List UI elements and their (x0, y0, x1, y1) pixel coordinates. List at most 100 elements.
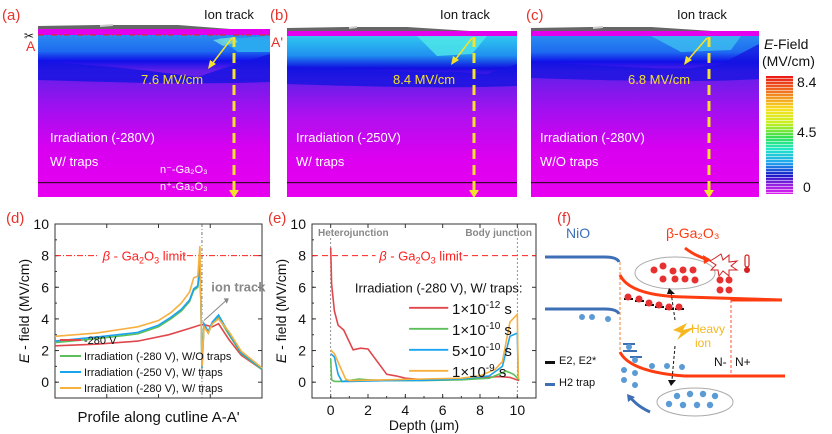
legend-title: Irradiation (-280 V), W/ traps: (355, 280, 523, 295)
electrons (650, 262, 733, 294)
e2-traps (624, 293, 684, 311)
h2-traps (623, 343, 685, 370)
legend-label: 1×10-10 s (452, 321, 512, 339)
series-line (330, 312, 520, 382)
y-tick-label: 2 (41, 343, 49, 359)
limit-label: β - Ga2O3 limit (378, 249, 463, 266)
x-axis-label: Depth (μm) (389, 417, 459, 433)
y-tick-label: 4 (41, 311, 49, 327)
explosion-icon (709, 253, 739, 278)
heavy-ion-label-1: Heavy (691, 322, 726, 336)
hole-arrow (671, 345, 676, 381)
heavy-ion-icon (673, 323, 695, 340)
colorbar-tick-mid: 4.5 (797, 124, 817, 140)
legend-label: Irradiation (-280 V), W/ traps (84, 383, 223, 395)
panel-c-label: (c) (526, 7, 544, 24)
n-plus-label: N+ (735, 355, 751, 369)
x-tick-label: 2 (364, 402, 372, 418)
condition-b: Irradiation (-250V) (296, 130, 401, 145)
ga2o3-valence-band (618, 351, 785, 378)
legend-h2-swatch (545, 383, 555, 386)
hole-escape-arrow (628, 396, 651, 414)
holes-cloud (665, 390, 719, 409)
panel-d-label: (d) (6, 210, 25, 227)
traps-c: W/O traps (540, 154, 599, 169)
ion-track-annotation: ion track (211, 279, 266, 294)
x-axis-label: Profile along cutline A-A' (77, 409, 239, 426)
layer-n-plus: n⁺-Ga₂O₃ (160, 181, 208, 193)
panel-e-label: (e) (268, 210, 287, 227)
legend-label: Irradiation (-280 V), W/O traps (84, 351, 232, 363)
y-tick-label: 6 (41, 279, 49, 295)
colorbar (766, 76, 793, 194)
cutline-start-label: A (26, 38, 36, 54)
x-tick-label: 6 (439, 402, 447, 418)
nio-label: NiO (566, 225, 591, 241)
peak-field-a: 7.6 MV/cm (141, 72, 204, 87)
condition-c: Irradiation (-280V) (540, 130, 645, 145)
holes-valence (621, 367, 638, 388)
traps-a: W/ traps (50, 154, 99, 169)
legend-label: 1×10-9 s (452, 363, 506, 381)
y-tick-label: 0 (298, 374, 306, 390)
junction-annotation: Body junction (465, 228, 532, 239)
ion-track-label: Ion track (677, 7, 727, 22)
holes-nio (579, 314, 611, 322)
legend-label: -280 V (84, 335, 117, 347)
cutline-end-label: A' (271, 34, 284, 50)
x-tick-label: 10 (510, 402, 526, 418)
nio-valence-band (545, 307, 621, 315)
band-diagram (545, 246, 785, 417)
annotation-arrowhead (223, 298, 229, 304)
field-map-b (287, 26, 517, 197)
chart-d: 0 2 4 6 8 10 E - field (MV/cm) β - Ga2O3 limit i… (16, 216, 266, 426)
panel-f-label: (f) (557, 210, 572, 227)
nio-conduction-band (545, 255, 621, 263)
y-tick-label: 0 (41, 374, 49, 390)
legend-label: 5×10-10 s (452, 342, 512, 360)
legend-e2-swatch (545, 361, 555, 364)
limit-label-bg (375, 247, 464, 264)
chart-e: 0 2 4 6 8 10 E - field (MV/cm) 0 2 4 6 8 10 Heterojun… (273, 216, 537, 433)
ga2o3-label: β-Ga₂O₃ (666, 225, 720, 241)
x-tick-label: 8 (476, 402, 484, 418)
panel-b-label: (b) (270, 7, 289, 24)
n-minus-label: N- (714, 355, 727, 369)
limit-label: β - Ga2O3 limit (102, 249, 187, 266)
heavy-ion-label-2: ion (695, 336, 712, 350)
ion-track-label: Ion track (204, 7, 254, 22)
legend-label: 1×10-12 s (452, 300, 512, 318)
scissors-icon: ✂ (24, 29, 35, 43)
y-axis-label: E - field (MV/cm) (273, 259, 289, 363)
field-map-c (531, 26, 759, 197)
x-tick-label: 4 (401, 402, 409, 418)
y-tick-label: 4 (298, 311, 306, 327)
colorbar-title-rest: -Field (773, 36, 809, 52)
y-tick-label: 8 (298, 248, 306, 264)
limit-label-bg (98, 247, 181, 264)
y-tick-label: 2 (298, 343, 306, 359)
annotation-arrow (203, 299, 228, 321)
peak-field-c: 6.8 MV/cm (628, 72, 691, 87)
junction-annotation: Heterojunction (318, 228, 389, 239)
y-tick-label: 10 (33, 216, 49, 232)
ga2o3-conduction-band (618, 274, 783, 302)
colorbar-title-e: E (764, 36, 774, 52)
series-line (330, 331, 520, 383)
ion-track-label: Ion track (440, 7, 490, 22)
y-tick-label: 10 (290, 216, 306, 232)
thermometer-icon (744, 254, 750, 268)
colorbar-tick-max: 8.4 (797, 74, 817, 90)
legend-h2-label: H2 trap (559, 377, 596, 389)
legend-label: Irradiation (-250 V), W/ traps (84, 367, 223, 379)
colorbar-title: E-Field (764, 36, 808, 52)
x-tick-label: 0 (327, 402, 335, 418)
peak-field-b: 8.4 MV/cm (393, 72, 456, 87)
series-line (329, 247, 520, 382)
colorbar-unit: (MV/cm) (762, 53, 815, 69)
y-tick-label: 6 (298, 279, 306, 295)
legend-e2-label: E2, E2* (559, 355, 597, 367)
layer-n-minus: n⁻-Ga₂O₃ (160, 164, 208, 176)
series-line (54, 246, 263, 369)
panel-a-label: (a) (2, 7, 21, 24)
